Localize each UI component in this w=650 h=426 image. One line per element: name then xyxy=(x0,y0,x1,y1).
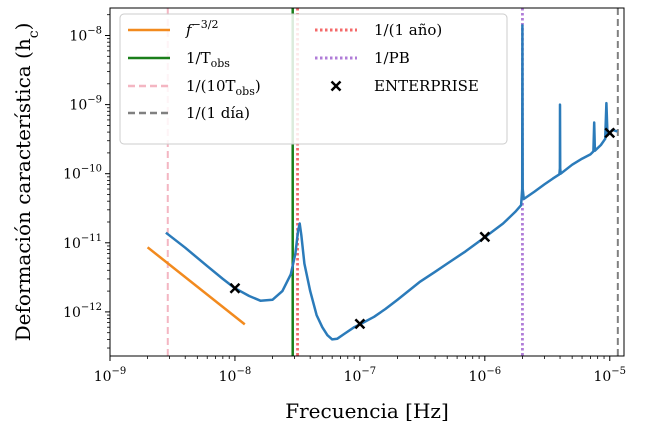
x-tick-label-4: 10−5 xyxy=(593,366,626,385)
enterprise-point-3 xyxy=(604,127,616,139)
y-tick-label-0: 10−12 xyxy=(63,302,102,321)
legend-entry-4: 1/(1 año) xyxy=(315,21,442,39)
legend-label-0: f−3/2 xyxy=(185,18,218,39)
plot-frame xyxy=(109,7,625,357)
x-axis-label: Frecuencia [Hz] xyxy=(285,399,449,423)
legend-entry-1: 1/Tobs xyxy=(128,49,230,70)
y-axis-label-close: ) xyxy=(11,23,35,31)
enterprise-markers xyxy=(229,127,616,330)
powerlaw-line xyxy=(146,246,246,326)
legend-label-3: 1/(1 día) xyxy=(186,104,250,122)
x-tick-label-0: 10−9 xyxy=(94,366,127,385)
x-tick-label-2: 10−7 xyxy=(344,366,377,385)
enterprise-point-0 xyxy=(229,282,241,294)
enterprise-point-2 xyxy=(479,231,491,243)
legend-label-6: ENTERPRISE xyxy=(374,77,479,95)
x-axis: 10−9 10−8 10−7 10−6 10−5 xyxy=(94,356,626,385)
legend-entry-3: 1/(1 día) xyxy=(128,104,250,122)
legend-entry-6: ENTERPRISE xyxy=(330,77,479,95)
x-tick-label-3: 10−6 xyxy=(469,366,502,385)
y-tick-label-3: 10−9 xyxy=(69,95,102,114)
y-axis: 10−12 10−11 10−10 10−9 10−8 xyxy=(63,14,110,349)
y-tick-label-2: 10−10 xyxy=(63,164,102,183)
legend: f−3/2 1/Tobs 1/(10Tobs) 1/(1 día) 1/(1 año) 1… xyxy=(119,13,508,145)
sensitivity-curve xyxy=(165,24,618,341)
legend-box xyxy=(119,13,508,145)
y-tick-label-1: 10−11 xyxy=(63,233,102,252)
y-axis-label-sub: c xyxy=(26,30,42,38)
y-axis-label: Deformación característica (hc) xyxy=(11,23,42,342)
x-tick-label-1: 10−8 xyxy=(219,366,252,385)
legend-label-5: 1/PB xyxy=(374,49,410,67)
legend-marker-6 xyxy=(330,80,342,92)
legend-entry-5: 1/PB xyxy=(315,49,410,67)
legend-label-2: 1/(10Tobs) xyxy=(186,77,261,98)
y-axis-label-main: Deformación característica (h xyxy=(11,38,35,341)
legend-label-4: 1/(1 año) xyxy=(374,21,442,39)
enterprise-point-1 xyxy=(354,318,366,330)
legend-entry-2: 1/(10Tobs) xyxy=(128,77,261,98)
y-tick-label-4: 10−8 xyxy=(69,25,102,44)
legend-label-1: 1/Tobs xyxy=(186,49,230,70)
legend-entry-0: f−3/2 xyxy=(128,18,218,39)
curves xyxy=(146,24,618,341)
